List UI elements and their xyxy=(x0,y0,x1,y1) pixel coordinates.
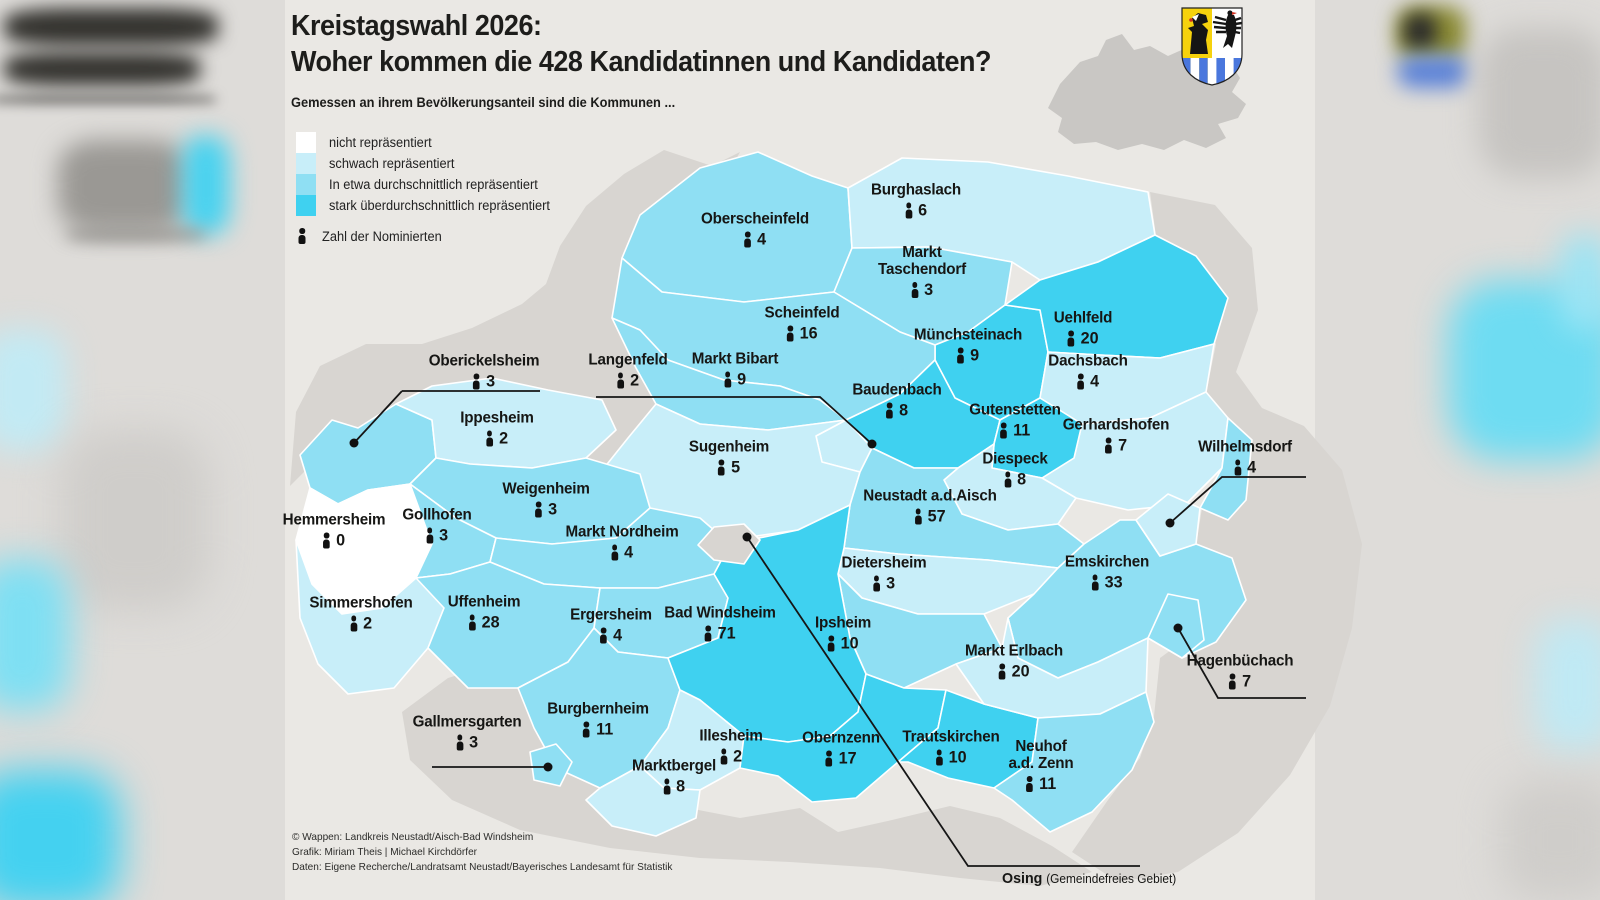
legend-swatch-nicht xyxy=(296,132,316,153)
region-marktbergel xyxy=(585,765,701,837)
blur-blob xyxy=(0,560,70,710)
region-ippesheim xyxy=(395,377,617,469)
blur-blob xyxy=(58,140,190,232)
legend-swatch-stark xyxy=(296,195,316,216)
legend-label: nicht repräsentiert xyxy=(329,135,432,150)
blur-blob xyxy=(4,8,218,46)
region-uehlfeld xyxy=(1004,234,1229,359)
credit-grafik: Grafik: Miriam Theis | Michael Kirchdörf… xyxy=(292,846,478,858)
credit-wappen: © Wappen: Landkreis Neustadt/Aisch-Bad W… xyxy=(292,831,534,843)
osing-name: Osing xyxy=(1002,870,1043,887)
blur-blob xyxy=(1404,14,1436,48)
blur-blob xyxy=(1478,28,1600,178)
legend-swatch-schwach xyxy=(296,153,316,174)
eagle-wings xyxy=(1212,15,1242,35)
blur-blob xyxy=(4,52,200,86)
region-markt-bibart xyxy=(611,317,847,431)
blur-blob xyxy=(1560,235,1600,330)
callout-line-oberickelsheim xyxy=(349,390,540,448)
wolf-tongue xyxy=(1189,18,1193,22)
outside-area-south xyxy=(402,662,1092,886)
blur-blob xyxy=(1500,780,1600,900)
blur-blob xyxy=(66,230,206,240)
callout-line-gallmersgarten xyxy=(432,762,553,772)
eagle-beak xyxy=(1232,12,1237,15)
legend: nicht repräsentiert schwach repräsentier… xyxy=(296,132,562,246)
page-title: Kreistagswahl 2026: Woher kommen die 428… xyxy=(291,8,991,80)
legend-label: stark überdurchschnittlich repräsentiert xyxy=(329,198,550,213)
person-icon xyxy=(298,228,306,244)
outside-area-east xyxy=(1072,192,1362,882)
legend-label: In etwa durchschnittlich repräsentiert xyxy=(329,177,538,192)
callout-line-wilhelmsdorf xyxy=(1165,476,1306,528)
footer-credits: © Wappen: Landkreis Neustadt/Aisch-Bad W… xyxy=(292,830,672,875)
blur-blob xyxy=(0,96,216,103)
legend-row: stark überdurchschnittlich repräsentiert xyxy=(296,195,562,216)
callout-line-langenfeld xyxy=(596,396,877,449)
shield-outline xyxy=(1181,7,1243,86)
blur-blob xyxy=(1398,56,1468,88)
blur-blob xyxy=(60,430,210,610)
coat-of-arms xyxy=(1181,7,1243,86)
legend-row: schwach repräsentiert xyxy=(296,153,562,174)
wolf-figure xyxy=(1188,13,1208,54)
blur-panel-right xyxy=(1310,0,1600,900)
legend-row: nicht repräsentiert xyxy=(296,132,562,153)
legend-row: In etwa durchschnittlich repräsentiert xyxy=(296,174,562,195)
blur-blob xyxy=(1535,620,1600,750)
legend-count-label: Zahl der Nominierten xyxy=(322,228,442,244)
credit-daten: Daten: Eigene Recherche/Landratsamt Neus… xyxy=(292,861,673,873)
osing-suffix: (Gemeindefreies Gebiet) xyxy=(1046,872,1177,886)
blur-blob xyxy=(0,330,66,450)
region-neuhof-adzenn xyxy=(993,691,1155,833)
subtitle: Gemessen an ihrem Bevölkerungsanteil sin… xyxy=(291,95,676,110)
title-line2: Woher kommen die 428 Kandidatinnen und K… xyxy=(291,46,992,78)
legend-swatch-durchschnittlich xyxy=(296,174,316,195)
callout-line-osing xyxy=(742,532,1140,867)
eagle-body xyxy=(1223,15,1237,48)
legend-label: schwach repräsentiert xyxy=(329,156,455,171)
region-markt-erlbach xyxy=(955,617,1149,719)
legend-count-row: Zahl der Nominierten xyxy=(296,226,562,246)
osing-label: Osing (Gemeindefreies Gebiet) xyxy=(1002,870,1176,888)
shield-stripes xyxy=(1182,58,1242,85)
wolf-snout xyxy=(1192,14,1199,21)
callout-line-hagenbuechach xyxy=(1173,623,1306,699)
blur-panel-left xyxy=(0,0,290,900)
blur-blob xyxy=(0,770,120,900)
eagle-head xyxy=(1227,10,1233,16)
title-line1: Kreistagswahl 2026: xyxy=(291,10,542,42)
blur-blob xyxy=(182,136,230,234)
